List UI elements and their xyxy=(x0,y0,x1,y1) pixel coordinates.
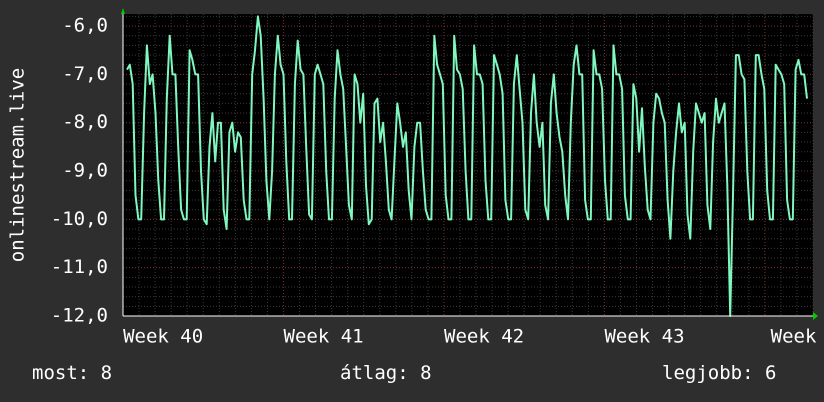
y-tick-label: -10,0 xyxy=(51,208,108,230)
y-tick-label: -8,0 xyxy=(62,111,108,133)
y-tick-label: -7,0 xyxy=(62,63,108,85)
y-axis-ticks: -6,0 -7,0 -8,0 -9,0 -10,0 -11,0 -12,0 xyxy=(51,15,108,327)
y-tick-label: -12,0 xyxy=(51,305,108,327)
stat-average: átlag: 8 xyxy=(340,362,432,384)
y-axis-title: onlinestream.live xyxy=(7,68,29,262)
series-line xyxy=(126,15,808,317)
plot-area xyxy=(123,14,813,316)
x-tick-label: Week 4 xyxy=(771,326,824,348)
x-axis-arrow-icon xyxy=(813,312,818,320)
y-tick-label: -11,0 xyxy=(51,256,108,278)
y-axis-arrow-icon xyxy=(121,8,125,14)
x-axis-ticks: Week 40 Week 41 Week 42 Week 43 Week 4 xyxy=(123,326,824,348)
y-tick-label: -9,0 xyxy=(62,160,108,182)
x-tick-label: Week 40 xyxy=(123,326,203,348)
stat-best: legjobb: 6 xyxy=(662,362,777,384)
x-tick-label: Week 41 xyxy=(284,326,364,348)
x-tick-label: Week 42 xyxy=(444,326,524,348)
stat-current: most: 8 xyxy=(32,362,113,384)
x-tick-label: Week 43 xyxy=(604,326,684,348)
y-tick-label: -6,0 xyxy=(62,15,108,37)
